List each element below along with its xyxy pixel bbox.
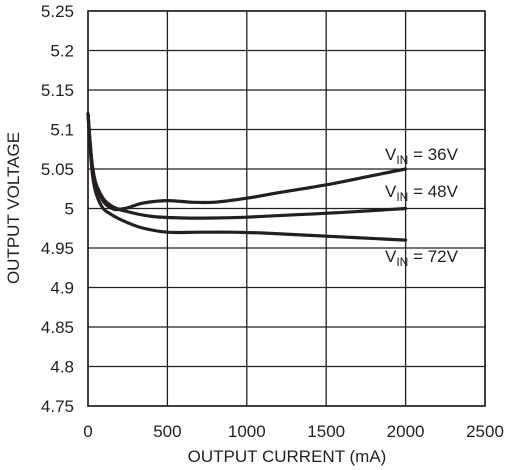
y-tick-label: 5.2: [50, 42, 74, 61]
x-tick-label: 2500: [466, 422, 504, 441]
series-label-layer: VIN = 36V VIN = 48V VIN = 72V: [385, 145, 459, 269]
y-tick-label: 5.25: [41, 2, 74, 21]
x-tick-label: 0: [83, 422, 92, 441]
series-vin-36v-label: VIN = 36V: [385, 145, 459, 167]
y-tick-label: 4.85: [41, 318, 74, 337]
series-vin-72v-label: VIN = 72V: [385, 247, 459, 269]
y-tick-label: 4.75: [41, 397, 74, 416]
x-tick-label: 1500: [307, 422, 345, 441]
series-vin-48v-line: [86, 112, 408, 220]
x-tick-label: 2000: [387, 422, 425, 441]
series-vin-72v-line: [86, 112, 408, 242]
series-layer: [86, 112, 408, 242]
y-axis-title: OUTPUT VOLTAGE: [4, 132, 23, 284]
x-tick-label: 500: [153, 422, 181, 441]
x-tick-label: 1000: [228, 422, 266, 441]
y-tick-label: 4.8: [50, 358, 74, 377]
y-tick-label: 5.15: [41, 81, 74, 100]
y-tick-label: 4.9: [50, 279, 74, 298]
y-tick-label: 5: [65, 200, 74, 219]
y-tick-label: 5.1: [50, 121, 74, 140]
x-axis-title: OUTPUT CURRENT (mA): [188, 447, 387, 466]
y-tick-label: 4.95: [41, 239, 74, 258]
y-tick-label: 5.05: [41, 160, 74, 179]
tick-layer: 0 500 1000 1500 2000 2500 5.25 5.2 5.15 5.1 5.05 5 4…: [41, 2, 504, 441]
series-vin-48v-label: VIN = 48V: [385, 182, 459, 204]
grid-layer: [87, 10, 486, 407]
plot-frame: [87, 10, 486, 407]
